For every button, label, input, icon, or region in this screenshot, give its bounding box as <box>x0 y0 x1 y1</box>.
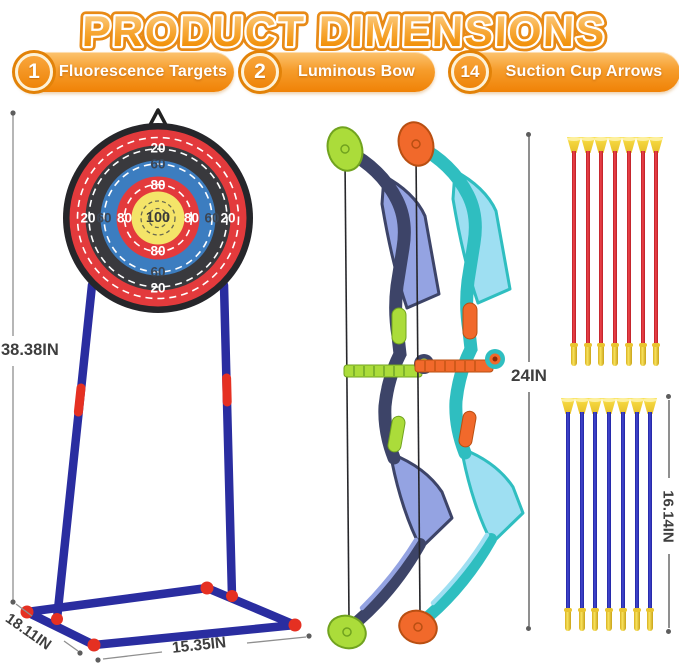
suction-cup <box>649 137 663 153</box>
leg-joint-right <box>226 590 238 602</box>
svg-text:60: 60 <box>96 211 111 226</box>
arrow-set-red <box>567 137 664 371</box>
suction-cup <box>567 137 581 153</box>
arrow-rest <box>343 364 423 378</box>
score-bullseye: 100 <box>146 210 170 226</box>
suction-cup <box>575 398 589 414</box>
suction-cup <box>630 398 644 414</box>
svg-text:20: 20 <box>220 211 235 226</box>
bow-dimension-line <box>528 136 530 362</box>
svg-text:60: 60 <box>150 157 165 172</box>
bow-grip <box>391 307 407 345</box>
bow-string <box>344 159 350 619</box>
dimension-dot <box>666 394 671 399</box>
arrow-dimension-line <box>668 400 670 478</box>
feature-count-bow: 2 <box>241 53 279 91</box>
suction-arrow <box>561 398 575 635</box>
suction-arrow <box>630 398 644 635</box>
svg-text:80: 80 <box>184 211 199 226</box>
score-ring-60: 60 60 60 60 <box>96 157 219 280</box>
bow-tip-cap-top <box>326 126 364 172</box>
title-outline: PRODUCT DIMENSIONS <box>81 8 606 56</box>
bow-grip <box>462 302 478 340</box>
feature-label-targets: Fluorescence Targets <box>58 63 228 80</box>
arrow-set-blue <box>561 398 658 635</box>
suction-cup <box>622 137 636 153</box>
svg-text:20: 20 <box>150 281 165 296</box>
luminous-bows <box>326 121 525 650</box>
suction-arrow <box>616 398 630 635</box>
dimension-dot <box>526 626 531 631</box>
feature-badge-bow: 2 Luminous Bow <box>240 52 435 92</box>
dimension-bow-length: 24IN <box>511 366 547 385</box>
leg-joint-left <box>51 613 63 625</box>
title-text: PRODUCT DIMENSIONS <box>81 8 606 56</box>
bow-tip-cap-bottom <box>327 614 367 650</box>
dimension-arrow-length: 16.14IN <box>659 490 677 543</box>
page-title: PRODUCT DIMENSIONS PRODUCT DIMENSIONS PR… <box>76 3 611 60</box>
feature-label-arrows: Suction Cup Arrows <box>505 63 663 80</box>
suction-arrow <box>636 137 650 371</box>
svg-text:80: 80 <box>117 211 132 226</box>
feature-label-bow: Luminous Bow <box>297 63 416 80</box>
svg-text:60: 60 <box>204 211 219 226</box>
bow-teal <box>397 121 525 645</box>
svg-text:20: 20 <box>80 211 95 226</box>
suction-cup <box>594 137 608 153</box>
suction-arrow <box>567 137 581 371</box>
dimension-stand-height: 38.38IN <box>1 341 59 359</box>
bow-tip-cap-bottom <box>398 609 438 645</box>
dimension-dot <box>526 132 531 137</box>
suction-arrow <box>649 137 663 371</box>
dimension-dots <box>10 110 312 663</box>
suction-cup <box>636 137 650 153</box>
suction-cup <box>561 398 575 414</box>
dimension-dot <box>666 629 671 634</box>
suction-cup <box>588 398 602 414</box>
suction-cup <box>616 398 630 414</box>
feature-badge-arrows: 14 Suction Cup Arrows <box>450 52 679 92</box>
feature-count-arrows: 14 <box>451 53 489 91</box>
bow-tip-cap-top <box>397 121 435 167</box>
svg-text:80: 80 <box>150 178 165 193</box>
bow-dimension-line <box>528 392 530 626</box>
arrow-dimension-line <box>668 554 670 628</box>
svg-text:60: 60 <box>150 265 165 280</box>
score-ring-80: 80 80 80 80 <box>117 178 199 259</box>
feature-badge-targets: 1 Fluorescence Targets <box>14 52 234 92</box>
suction-arrow <box>594 137 608 371</box>
title-shadow: PRODUCT DIMENSIONS <box>84 12 609 60</box>
bow-navy <box>326 126 454 650</box>
suction-cup <box>608 137 622 153</box>
target-board: 20 20 20 20 60 60 60 60 80 80 80 80 1 <box>63 123 253 313</box>
feature-count-targets: 1 <box>15 53 53 91</box>
arrow-rest <box>414 359 494 373</box>
score-ring-20: 20 20 20 20 <box>80 141 235 296</box>
svg-text:80: 80 <box>150 244 165 259</box>
suction-arrow <box>608 137 622 371</box>
suction-cup <box>581 137 595 153</box>
target-stand <box>52 280 237 624</box>
suction-arrow <box>581 137 595 371</box>
suction-cup <box>643 398 657 414</box>
suction-arrow <box>602 398 616 635</box>
suction-arrow <box>643 398 657 635</box>
suction-arrow <box>575 398 589 635</box>
suction-arrow <box>588 398 602 635</box>
dimension-lines <box>12 113 307 660</box>
svg-text:20: 20 <box>150 141 165 156</box>
suction-cup <box>602 398 616 414</box>
target-and-stand: 20 20 20 20 60 60 60 60 80 80 80 80 1 <box>10 108 312 663</box>
suction-arrow <box>622 137 636 371</box>
bow-string <box>415 154 421 614</box>
